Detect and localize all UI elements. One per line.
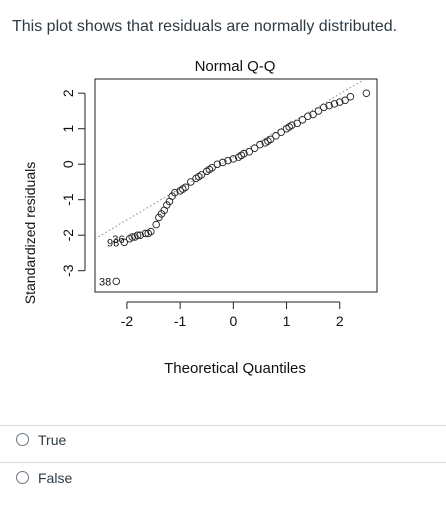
data-point <box>314 107 323 115</box>
x-tick-label: -1 <box>174 313 187 329</box>
data-point <box>147 227 155 236</box>
data-point <box>213 160 222 168</box>
y-tick-label: 2 <box>60 89 76 97</box>
option-false-label: False <box>38 470 73 486</box>
x-tick-label: 2 <box>336 313 344 329</box>
data-point <box>181 183 190 192</box>
data-point <box>128 233 136 241</box>
radio-true[interactable] <box>16 433 29 446</box>
reference-line <box>95 79 366 240</box>
data-point <box>336 98 344 106</box>
divider <box>0 462 446 463</box>
data-point <box>320 103 328 112</box>
data-point <box>272 132 280 140</box>
plot-frame <box>94 78 378 293</box>
data-point <box>293 119 301 128</box>
question-text: This plot shows that residuals are norma… <box>12 18 398 35</box>
option-false[interactable]: False <box>0 461 446 499</box>
data-point <box>250 144 259 152</box>
data-point <box>341 96 349 105</box>
data-point <box>133 231 142 239</box>
data-point <box>362 89 371 97</box>
data-point <box>266 135 275 144</box>
x-tick-label: -2 <box>121 313 134 329</box>
data-point <box>309 110 317 119</box>
data-point <box>229 155 238 163</box>
qq-plot: Normal Q-Q Standardized residuals Theore… <box>22 58 378 377</box>
data-point <box>298 116 307 124</box>
x-tick-label: 0 <box>229 313 237 329</box>
data-point <box>304 112 312 121</box>
y-axis-label: Standardized residuals <box>22 162 38 304</box>
data-point <box>120 238 129 247</box>
data-point <box>256 140 264 149</box>
data-point <box>152 220 160 229</box>
y-tick-label: -3 <box>60 264 76 277</box>
data-point <box>218 158 227 167</box>
data-point <box>277 128 285 136</box>
option-true-label: True <box>38 432 67 448</box>
option-true[interactable]: True <box>0 423 446 461</box>
y-tick-label: 1 <box>60 125 76 133</box>
data-point <box>325 101 333 110</box>
y-tick-label: 0 <box>60 160 76 168</box>
data-point <box>208 163 216 172</box>
data-point <box>187 178 195 186</box>
data-point <box>240 149 248 158</box>
data-point <box>288 121 296 129</box>
chart-title: Normal Q-Q <box>195 58 276 75</box>
data-point <box>245 148 254 156</box>
radio-false[interactable] <box>16 471 29 484</box>
point-label: 38 <box>99 276 111 288</box>
data-point <box>330 100 339 108</box>
point-label: 98 <box>107 237 119 249</box>
data-point <box>346 93 355 101</box>
y-tick-label: -1 <box>60 193 76 206</box>
data-point <box>141 229 150 238</box>
data-point <box>197 171 206 179</box>
data-point <box>112 277 121 286</box>
divider <box>0 425 446 426</box>
data-point <box>224 156 232 165</box>
data-point <box>171 188 179 197</box>
y-tick-label: -2 <box>60 229 76 242</box>
x-tick-label: 1 <box>283 313 291 329</box>
data-point <box>136 231 144 239</box>
point-label: 36 <box>112 234 124 246</box>
x-axis-label: Theoretical Quantiles <box>164 360 306 377</box>
